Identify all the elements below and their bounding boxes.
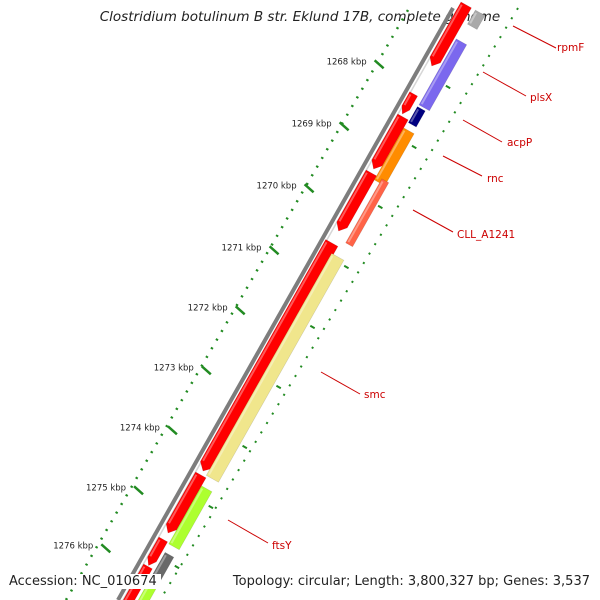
- track-tick-mark: [242, 444, 248, 450]
- cds-gene-red-shine: [431, 4, 463, 57]
- gene-label-leader: [412, 209, 454, 233]
- gene-rpmF-shine: [469, 12, 477, 24]
- gene-label-rpmF: rpmF: [557, 42, 584, 54]
- gene-label-leader: [512, 25, 557, 49]
- gene-label-smc: smc: [364, 389, 386, 401]
- ruler-tick-mark: [133, 485, 144, 496]
- track-tick-mark: [208, 504, 214, 510]
- ruler-tick-mark: [167, 425, 178, 436]
- ruler-tick-label: 1273 kbp: [154, 363, 194, 373]
- cds-gene-red: [200, 239, 339, 472]
- gene-label-leader: [462, 119, 503, 143]
- track-tick-mark: [445, 84, 451, 90]
- ruler-tick-mark: [338, 121, 350, 132]
- ruler-tick-mark: [303, 183, 315, 194]
- ruler-tick-mark: [373, 59, 385, 70]
- gene-ftsY-shine: [170, 488, 204, 544]
- ruler-tick-mark: [100, 543, 112, 554]
- backbone-line: [116, 7, 455, 600]
- ruler-tick-label: 1275 kbp: [86, 483, 126, 493]
- gene-ftsY: [168, 485, 213, 551]
- accession-text: Accession: NC_010674: [9, 574, 161, 589]
- track-tick-mark: [343, 264, 350, 270]
- gene-gray-shine: [153, 554, 167, 577]
- gene-CLL_A1241: [345, 178, 390, 248]
- cds-gene-red: [371, 113, 409, 170]
- gene-CLL_A1241-shine: [347, 181, 384, 243]
- ruler-tick-label: 1270 kbp: [257, 181, 297, 191]
- gene-plsX-shine: [420, 41, 458, 105]
- gene-acpP: [407, 106, 426, 128]
- gene-plsX: [418, 38, 468, 112]
- gene-label-leader: [442, 155, 483, 177]
- ruler-tick-label: 1268 kbp: [327, 57, 367, 67]
- gene-label-ftsY: ftsY: [272, 540, 292, 552]
- ruler-tick-mark: [268, 245, 280, 256]
- gene-label-leader: [227, 519, 269, 544]
- cds-gene-red-shine: [168, 474, 198, 524]
- gene-label-acpP: acpP: [507, 137, 532, 149]
- ruler-tick-label: 1269 kbp: [292, 119, 332, 129]
- gene-label-leader: [320, 371, 361, 395]
- cds-gene-red-shine: [149, 539, 161, 557]
- gene-rpmF: [467, 9, 486, 30]
- gene-smc: [205, 252, 345, 483]
- cds-gene-red-shine: [373, 116, 400, 160]
- cds-gene-red: [336, 169, 377, 232]
- gene-label-plsX: plsX: [530, 92, 552, 104]
- cds-gene-red: [147, 536, 168, 566]
- track-tick-mark: [377, 204, 383, 210]
- ruler-tick-label: 1276 kbp: [53, 541, 93, 551]
- gene-rnc-shine: [376, 130, 406, 180]
- gene-label-CLL_A1241: CLL_A1241: [457, 229, 515, 241]
- ruler-tick-label: 1271 kbp: [222, 243, 262, 253]
- cds-gene-red-shine: [202, 241, 328, 462]
- ruler-tick-mark: [234, 305, 246, 316]
- genome-summary-text: Topology: circular; Length: 3,800,327 bp…: [228, 574, 590, 589]
- outer-dotted-ruler: [64, 9, 410, 600]
- gene-label-leader: [482, 71, 527, 97]
- ruler-tick-label: 1272 kbp: [188, 303, 228, 313]
- gene-label-rnc: rnc: [487, 173, 504, 185]
- map-title: Clostridium botulinum B str. Eklund 17B,…: [99, 9, 501, 25]
- cds-gene-red: [401, 91, 418, 115]
- track-tick-mark: [275, 384, 282, 390]
- cds-gene-red-shine: [403, 93, 412, 106]
- track-tick-mark: [411, 144, 417, 150]
- cds-gene-red: [429, 1, 472, 67]
- track-tick-mark: [174, 564, 180, 570]
- track-tick-mark: [309, 324, 316, 330]
- cds-gene-red-shine: [338, 172, 368, 222]
- gene-smc-shine: [208, 255, 334, 476]
- ruler-tick-label: 1274 kbp: [120, 423, 160, 433]
- cds-gene-red: [165, 471, 207, 534]
- gene-acpP-shine: [410, 108, 420, 123]
- ruler-tick-mark: [201, 365, 212, 376]
